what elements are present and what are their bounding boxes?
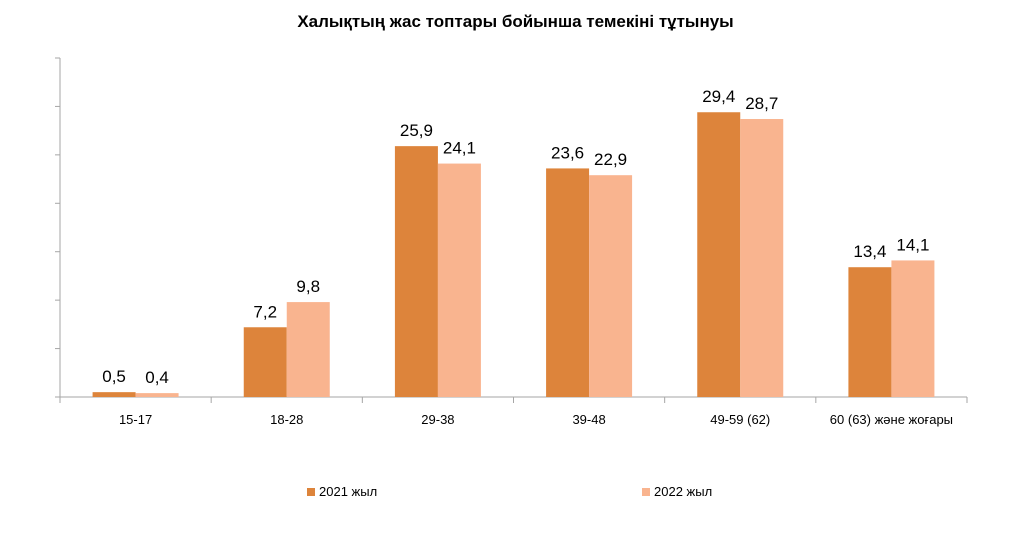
legend-label-2021: 2021 жыл bbox=[319, 484, 378, 499]
legend-swatch-2021 bbox=[307, 487, 315, 496]
bar-2022 bbox=[891, 260, 935, 397]
x-tick-label: 39-48 bbox=[572, 412, 605, 427]
x-tick-label: 49-59 (62) bbox=[710, 412, 770, 427]
bar-2021 bbox=[848, 267, 892, 397]
data-label-2022: 0,4 bbox=[145, 368, 169, 387]
data-label-2022: 24,1 bbox=[443, 139, 476, 158]
x-tick-label: 29-38 bbox=[421, 412, 454, 427]
chart-title: Халықтың жас топтары бойынша темекіні тұ… bbox=[297, 12, 734, 31]
data-label-2022: 22,9 bbox=[594, 150, 627, 169]
legend-label-2022: 2022 жыл bbox=[654, 484, 713, 499]
data-label-2021: 25,9 bbox=[400, 121, 433, 140]
bar-2021 bbox=[697, 112, 741, 398]
bar-2021 bbox=[243, 327, 287, 397]
x-tick-label: 15-17 bbox=[119, 412, 152, 427]
bar-2022 bbox=[437, 163, 481, 397]
data-label-2021: 0,5 bbox=[102, 367, 126, 386]
data-label-2022: 9,8 bbox=[296, 277, 320, 296]
data-label-2021: 23,6 bbox=[551, 143, 584, 162]
legend-swatch-2022 bbox=[642, 487, 650, 496]
x-tick-label: 18-28 bbox=[270, 412, 303, 427]
bar-2022 bbox=[135, 393, 179, 397]
legend-item-2021: 2021 жыл bbox=[307, 484, 377, 499]
legend-item-2022: 2022 жыл bbox=[642, 484, 712, 499]
bar-2021 bbox=[92, 392, 136, 397]
x-tick-label: 60 (63) және жоғары bbox=[830, 412, 953, 427]
bar-2021 bbox=[546, 168, 590, 397]
data-label-2021: 13,4 bbox=[853, 242, 886, 261]
data-label-2021: 7,2 bbox=[253, 302, 277, 321]
data-label-2022: 14,1 bbox=[896, 235, 929, 254]
bar-2022 bbox=[286, 302, 330, 397]
bar-2022 bbox=[740, 119, 784, 398]
data-label-2022: 28,7 bbox=[745, 94, 778, 113]
bar-2021 bbox=[394, 146, 438, 397]
bar-2022 bbox=[589, 175, 633, 397]
data-label-2021: 29,4 bbox=[702, 87, 735, 106]
